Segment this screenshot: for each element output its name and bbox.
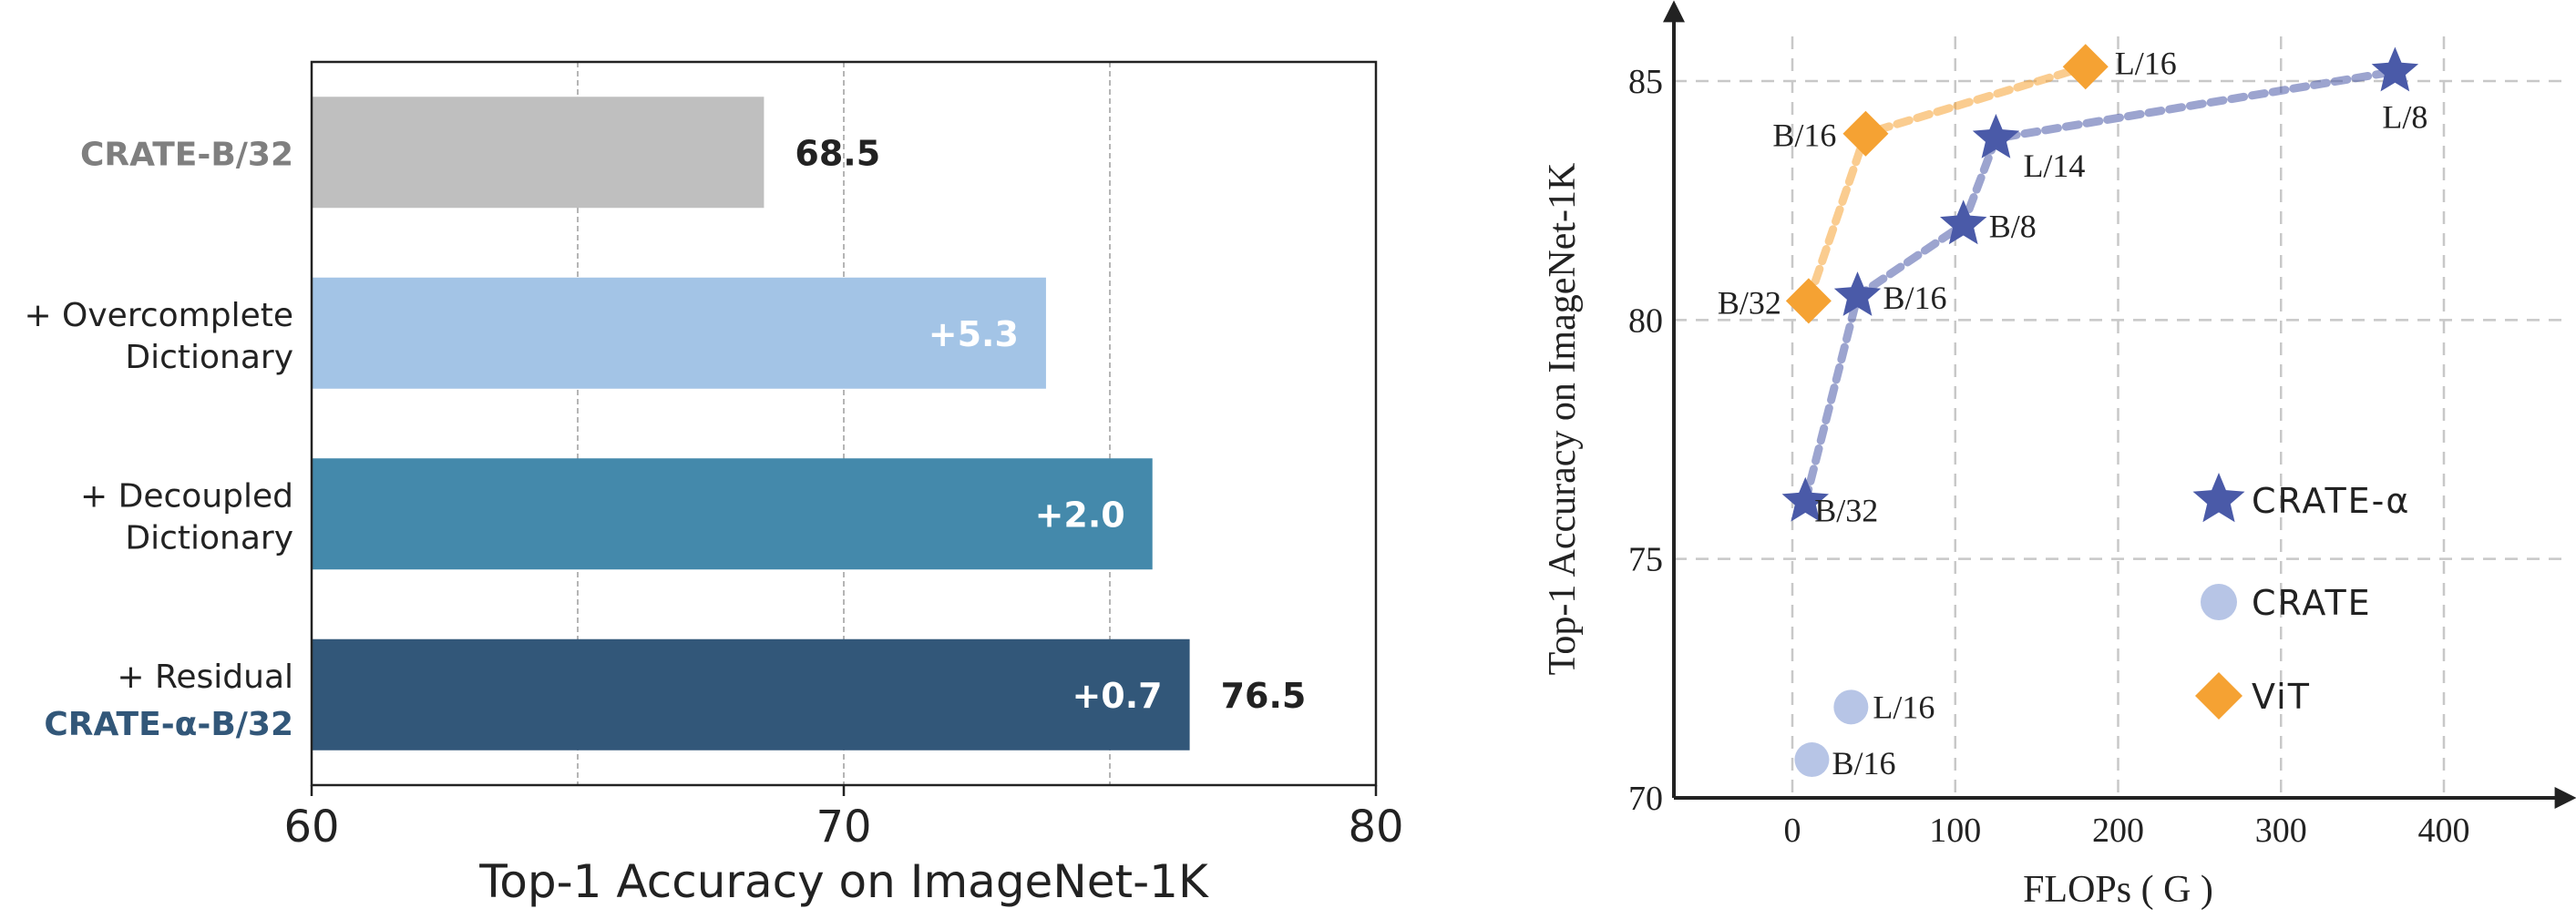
- x-axis-title: FLOPs ( G ): [2023, 869, 2213, 911]
- category-label-line2: Dictionary: [125, 339, 293, 376]
- point-label: L/16: [1873, 689, 1935, 725]
- point-label: B/32: [1814, 493, 1878, 529]
- point-label: B/8: [1989, 208, 2037, 244]
- x-tick-label: 100: [1929, 812, 1981, 850]
- bar-increment-label: +0.7: [1072, 676, 1162, 716]
- diamond-point: [2062, 44, 2109, 90]
- star-point: [1972, 114, 2020, 158]
- category-label-line2: Dictionary: [125, 519, 293, 557]
- bar-0: [312, 97, 765, 209]
- diamond-point: [1785, 278, 1832, 324]
- x-tick-label: 70: [816, 802, 871, 853]
- legend-label: CRATE-α: [2252, 481, 2410, 521]
- star-point: [1833, 271, 1882, 316]
- legend-label: ViT: [2252, 677, 2311, 717]
- legend-star-icon: [2192, 473, 2245, 523]
- y-axis-title: Top-1 Accuracy on ImageNet-1K: [1542, 163, 1584, 676]
- y-tick-label: 80: [1628, 301, 1663, 340]
- point-label: L/8: [2382, 99, 2427, 136]
- point-label: B/16: [1772, 117, 1836, 154]
- legend-circle-icon: [2201, 584, 2237, 620]
- ablation-bar-chart: 68.5 CRATE-B/32 +5.3 + Overcomplete Dictiona…: [24, 60, 1404, 908]
- bar-value-label: 68.5: [795, 133, 880, 173]
- x-tick-label: 300: [2255, 812, 2307, 850]
- point-label: L/14: [2023, 148, 2085, 184]
- star-point: [1940, 199, 1987, 245]
- legend-diamond-icon: [2195, 672, 2242, 720]
- category-label-line1: + Decoupled: [80, 477, 293, 515]
- x-tick-label: 80: [1348, 802, 1403, 853]
- category-label-line1: + Overcomplete: [24, 297, 293, 334]
- diamond-point: [1842, 110, 1889, 157]
- x-tick-label: 60: [283, 802, 339, 853]
- point-label: B/16: [1883, 280, 1947, 316]
- star-point: [1781, 476, 1829, 522]
- bar-3: [312, 638, 1190, 751]
- circle-point: [1794, 742, 1830, 778]
- legend-label: CRATE: [2252, 583, 2372, 623]
- category-label-line1: + Residual: [117, 659, 293, 696]
- y-tick-label: 75: [1628, 541, 1663, 579]
- bar-increment-label: +5.3: [929, 314, 1019, 354]
- point-label: L/16: [2115, 45, 2177, 81]
- point-label: B/16: [1832, 745, 1895, 781]
- point-label: B/32: [1718, 284, 1781, 321]
- bar-increment-label: +2.0: [1035, 495, 1125, 535]
- circle-point: [1833, 689, 1869, 725]
- y-tick-label: 70: [1628, 780, 1663, 818]
- bar-2: [312, 458, 1153, 570]
- x-tick-label: 400: [2418, 812, 2470, 850]
- y-tick-label: 85: [1628, 63, 1663, 101]
- bar-1: [312, 277, 1046, 389]
- category-label-line2: CRATE-α-B/32: [44, 706, 293, 743]
- category-label: CRATE-B/32: [80, 136, 293, 173]
- star-point: [2371, 46, 2419, 92]
- bar-value-label: 76.5: [1221, 676, 1307, 716]
- x-tick-label: 0: [1784, 812, 1801, 850]
- flops-accuracy-scatter-chart: 0 100 200 300 400 70 75 80 85 FLOPs ( G ) Top-1 Ac…: [1542, 0, 2576, 911]
- x-axis-title: Top-1 Accuracy on ImageNet-1K: [478, 855, 1209, 908]
- x-tick-label: 200: [2092, 812, 2144, 850]
